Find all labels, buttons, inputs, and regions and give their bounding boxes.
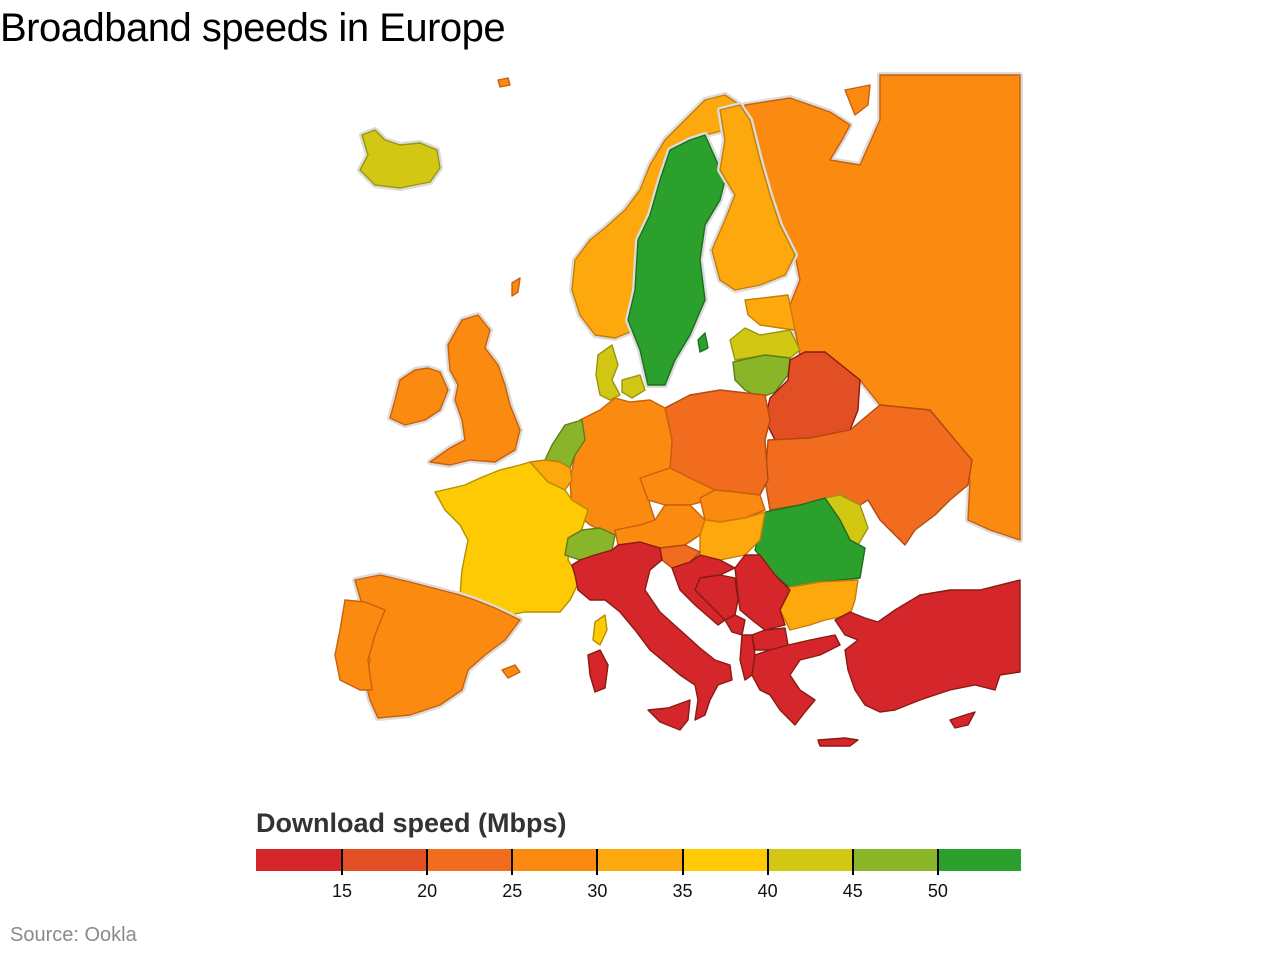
legend-tick-mark: [596, 849, 599, 875]
legend: Download speed (Mbps) 15 20 25 30 35 40 45 50: [256, 805, 1021, 901]
legend-tick-label: 15: [331, 881, 353, 901]
country-lithuania[interactable]: [732, 354, 791, 399]
legend-tick-label: 50: [927, 881, 948, 901]
country-sweden[interactable]: [625, 132, 728, 388]
map-svg: [334, 72, 1023, 747]
country-latvia[interactable]: [729, 327, 801, 361]
country-greece[interactable]: [751, 634, 859, 747]
country-ireland[interactable]: [387, 365, 451, 428]
legend-tick-label: 30: [587, 881, 608, 901]
country-turkey[interactable]: [834, 579, 1021, 729]
legend-tick-label: 35: [672, 881, 693, 901]
legend-bin: [682, 849, 768, 871]
country-united-kingdom[interactable]: [427, 77, 523, 468]
legend-tick-labels: 15 20 25 30 35 40 45 50: [256, 877, 1021, 901]
country-spain[interactable]: [352, 572, 523, 721]
legend-bin: [597, 849, 683, 871]
legend-tick-label: 40: [757, 881, 778, 901]
legend-tick-label: 25: [502, 881, 523, 901]
legend-color-bar: [256, 849, 1021, 875]
legend-tick-label: 20: [417, 881, 438, 901]
legend-tick-mark: [341, 849, 343, 875]
legend-tick-mark: [766, 849, 769, 875]
legend-tick-mark: [511, 849, 514, 875]
country-italy[interactable]: [571, 541, 733, 731]
country-bulgaria[interactable]: [779, 579, 859, 631]
legend-bin: [256, 849, 342, 871]
legend-tick-mark: [851, 849, 854, 875]
legend-tick-mark: [426, 849, 429, 875]
legend-bin: [342, 849, 428, 871]
legend-title: Download speed (Mbps): [256, 808, 567, 838]
legend-bin: [512, 849, 598, 871]
legend-bin: [937, 849, 1021, 871]
country-finland[interactable]: [709, 102, 798, 293]
legend-bin: [427, 849, 513, 871]
legend-bin: [767, 849, 853, 871]
europe-map: [320, 70, 1030, 770]
country-montenegro[interactable]: [724, 614, 746, 636]
country-estonia[interactable]: [744, 294, 796, 331]
country-portugal[interactable]: [334, 599, 386, 691]
chart-title: Broadband speeds in Europe: [0, 6, 506, 50]
legend-tick-mark: [936, 849, 939, 875]
legend-bin: [852, 849, 938, 871]
country-iceland[interactable]: [357, 127, 443, 191]
country-serbia[interactable]: [734, 554, 791, 631]
legend-tick-label: 45: [842, 881, 863, 901]
country-denmark[interactable]: [595, 344, 646, 401]
source-note: Source: Ookla: [10, 924, 137, 946]
legend-tick-mark: [681, 849, 684, 875]
